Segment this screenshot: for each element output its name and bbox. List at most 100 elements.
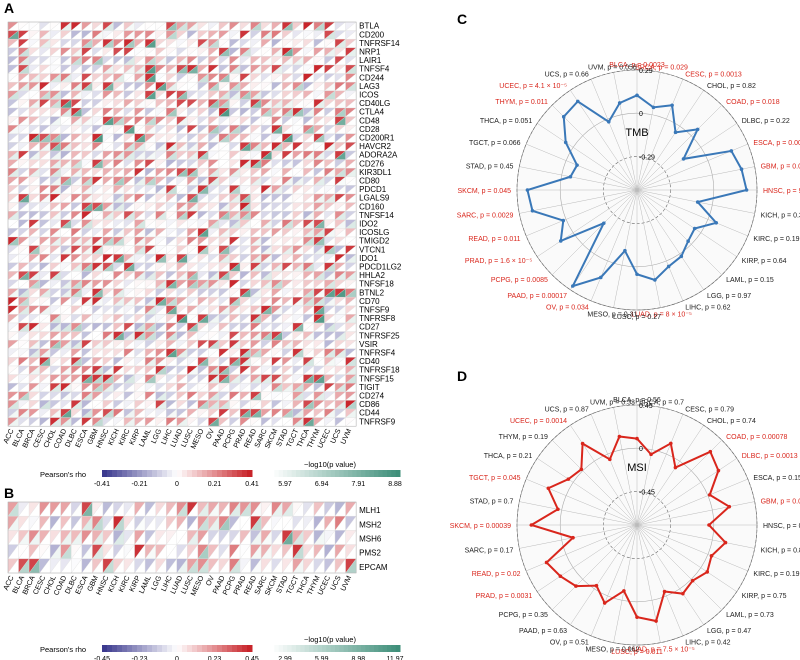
radar-axis-label: GBM, p = 0.02 <box>761 163 800 170</box>
legend-p-swatch <box>291 470 297 477</box>
legend-rho-swatch <box>122 470 128 477</box>
legend-p-swatch <box>343 645 349 652</box>
legend-rho-swatch <box>172 470 178 477</box>
radar-point <box>575 163 579 167</box>
radar-axis-label: UCS, p = 0.66 <box>545 72 589 79</box>
radar-point <box>690 578 695 583</box>
radar-point <box>679 254 684 259</box>
legend-p-swatch <box>365 470 371 477</box>
radar-point <box>670 103 674 108</box>
row-label: VTCN1 <box>359 245 386 254</box>
row-label: BTLA <box>359 22 380 31</box>
heatmap-b: MLH1MSH2MSH6PMS2EPCAMACCBLCABRCACESCCHOL… <box>1 501 388 597</box>
radar-point <box>623 248 627 253</box>
legend-rho-swatch <box>152 470 158 477</box>
radar-axis-label: STAD, p = 0.45 <box>466 163 514 170</box>
legend-p-swatch <box>356 470 362 477</box>
row-label: ADORA2A <box>359 151 398 160</box>
legend-rho-swatch <box>167 645 173 652</box>
row-label: TNFRSF9 <box>359 417 396 426</box>
legend-rho-swatch <box>167 470 173 477</box>
radar-point <box>561 114 566 119</box>
legend-rho-tick: 0 <box>175 481 179 488</box>
legend-p-swatch <box>274 470 280 477</box>
radar-point <box>568 174 573 179</box>
legend-p-swatch <box>348 645 353 652</box>
legend-p-swatch <box>326 470 332 477</box>
radar-point <box>571 535 575 540</box>
legend-p-swatch <box>387 645 392 652</box>
radar-axis-label: LIHC, p = 0.42 <box>685 639 730 646</box>
legend-rho-swatch <box>172 645 178 652</box>
legend-rho-swatch <box>207 645 213 652</box>
legend-rho-swatch <box>102 645 108 652</box>
legend-rho-swatch <box>182 470 188 477</box>
row-label: TNFSF14 <box>359 211 394 220</box>
radar-point <box>598 275 603 280</box>
radar-point <box>668 441 673 446</box>
row-label: LGALS9 <box>359 194 390 203</box>
row-label: TNFSF4 <box>359 65 390 74</box>
row-label: CTLA4 <box>359 108 384 117</box>
radar-axis-label: LIHC, p = 0.62 <box>685 304 730 311</box>
radar-axis-label: SKCM, p = 0.00039 <box>450 523 511 530</box>
radar-point <box>575 99 580 104</box>
legend-rho-swatch <box>142 470 148 477</box>
row-label: CD274 <box>359 392 384 401</box>
radar-point <box>649 452 653 457</box>
radar-axis-label: SARC, p = 0.0029 <box>457 213 514 220</box>
radar-point <box>594 583 599 588</box>
radar-axis-label: CESC, p = 0.79 <box>685 407 734 414</box>
radar-point <box>601 221 606 226</box>
legend-p-swatch <box>326 645 332 652</box>
legend-rho-swatch <box>242 470 248 477</box>
legend-p-swatch <box>382 470 388 477</box>
legend-p-swatch <box>287 470 293 477</box>
row-label: TNFSF9 <box>359 306 390 315</box>
legend-rho-swatch <box>137 645 143 652</box>
legend-p-swatch <box>395 645 401 652</box>
radar-axis-label: PRAD, p = 1.6 × 10⁻⁵ <box>465 258 532 265</box>
radar-axis-label: DLBC, p = 0.0013 <box>742 453 798 460</box>
legend-p-swatch <box>352 470 358 477</box>
legend-p-swatch <box>270 645 275 652</box>
legend-p-swatch <box>296 470 301 477</box>
radar-axis-label: CESC, p = 0.0013 <box>685 72 742 79</box>
radar-point <box>739 167 744 172</box>
radar-axis-label: UCS, p = 0.87 <box>545 407 589 414</box>
radar-point <box>561 218 566 223</box>
radar-axis-label: LAML, p = 0.15 <box>726 277 774 284</box>
radar-point <box>723 540 728 545</box>
legend-rho-swatch <box>137 470 143 477</box>
row-label: TNFSF18 <box>359 280 394 289</box>
legend-p-swatch <box>304 470 310 477</box>
legend-p-swatch <box>369 470 375 477</box>
radar-axis-label: STAD, p = 0.7 <box>470 498 514 505</box>
legend-p-swatch <box>378 470 384 477</box>
row-label: CD86 <box>359 400 380 409</box>
radar-axis-label: READ, p = 0.011 <box>468 236 520 243</box>
row-label: CD200R1 <box>359 134 395 143</box>
legend-rho-swatch <box>122 645 128 652</box>
legend-p-swatch <box>330 470 336 477</box>
radar-axis-label: READ, p = 0.02 <box>472 571 521 578</box>
legend-p-tick: 5.99 <box>315 656 329 660</box>
column-label: UVM <box>338 427 353 445</box>
panel-label-d: D <box>457 368 467 384</box>
radar-axis-label: KIRC, p = 0.19 <box>753 571 799 578</box>
legend-rho-swatch <box>232 470 238 477</box>
row-label: CD70 <box>359 297 380 306</box>
radar-center-label: MSI <box>627 462 647 474</box>
row-label: MSH6 <box>359 534 382 543</box>
radar-axis-label: OV, p = 0.034 <box>546 304 589 311</box>
row-label: TNFSF15 <box>359 374 394 383</box>
radar-axis-label: KIRP, p = 0.75 <box>742 593 787 600</box>
legend-rho-tick: 0 <box>175 656 179 660</box>
radar-point <box>544 560 549 565</box>
row-label: ICOSLG <box>359 228 389 237</box>
radar-point <box>579 467 584 472</box>
radar-axis-label: CHOL, p = 0.74 <box>707 418 756 425</box>
legend-p-swatch <box>278 645 284 652</box>
legend-p-swatch <box>361 645 366 652</box>
